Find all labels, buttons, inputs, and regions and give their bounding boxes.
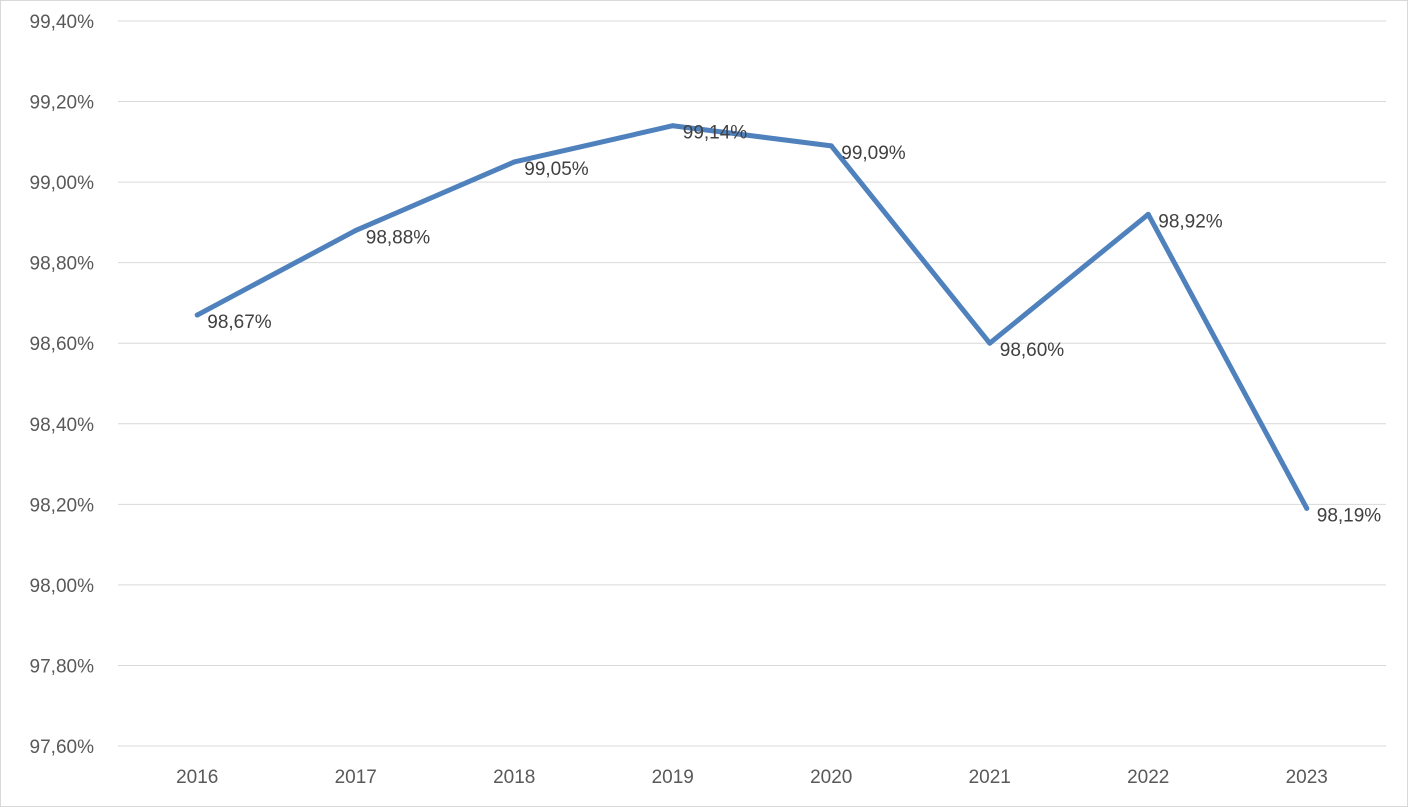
x-tick-label: 2019 bbox=[652, 767, 694, 788]
x-tick-label: 2018 bbox=[493, 767, 535, 788]
data-label: 98,60% bbox=[1000, 340, 1065, 361]
data-point bbox=[194, 312, 200, 318]
x-tick-label: 2022 bbox=[1127, 767, 1169, 788]
data-point bbox=[1145, 211, 1151, 217]
x-tick-label: 2016 bbox=[176, 767, 218, 788]
data-point bbox=[511, 159, 517, 165]
data-point bbox=[828, 143, 834, 149]
x-tick-label: 2023 bbox=[1286, 767, 1328, 788]
y-tick-label: 98,20% bbox=[30, 495, 95, 516]
y-tick-label: 97,80% bbox=[30, 656, 95, 677]
data-label: 98,19% bbox=[1317, 505, 1382, 526]
y-tick-label: 98,00% bbox=[30, 576, 95, 597]
data-point bbox=[353, 227, 359, 233]
data-point bbox=[1304, 505, 1310, 511]
y-tick-label: 98,80% bbox=[30, 254, 95, 275]
data-label: 98,67% bbox=[207, 312, 272, 333]
data-label: 98,92% bbox=[1158, 211, 1223, 232]
y-tick-label: 99,40% bbox=[30, 12, 95, 33]
y-tick-label: 99,20% bbox=[30, 93, 95, 114]
data-label: 99,09% bbox=[841, 143, 906, 164]
y-tick-label: 98,40% bbox=[30, 415, 95, 436]
data-labels: 98,67% 98,88% 99,05% 99,14% 99,09% 98,60% 98,9… bbox=[207, 123, 1381, 527]
y-tick-label: 98,60% bbox=[30, 334, 95, 355]
x-tick-label: 2017 bbox=[335, 767, 377, 788]
data-point bbox=[670, 123, 676, 129]
series-layer bbox=[194, 123, 1310, 511]
data-point bbox=[987, 340, 993, 346]
data-label: 99,14% bbox=[683, 123, 748, 144]
gridlines bbox=[118, 20, 1386, 747]
y-tick-label: 99,00% bbox=[30, 173, 95, 194]
y-tick-label: 97,60% bbox=[30, 737, 95, 758]
x-tick-label: 2020 bbox=[810, 767, 852, 788]
data-label: 99,05% bbox=[524, 159, 589, 180]
y-axis-tick-labels: 97,60% 97,80% 98,00% 98,20% 98,40% 98,60% 98,8… bbox=[30, 12, 95, 758]
x-tick-label: 2021 bbox=[969, 767, 1011, 788]
series-line bbox=[194, 123, 1310, 511]
data-label: 98,88% bbox=[366, 227, 431, 248]
x-axis-tick-labels: 2016 2017 2018 2019 2020 2021 2022 2023 bbox=[176, 767, 1328, 788]
